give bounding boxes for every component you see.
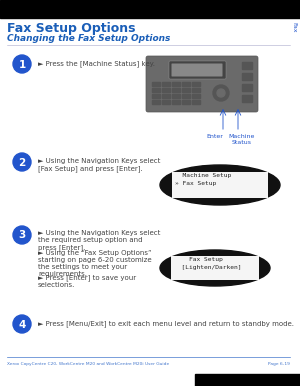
Circle shape <box>13 153 31 171</box>
Bar <box>152 88 160 92</box>
Bar <box>182 82 190 86</box>
Text: Fax Setup Options: Fax Setup Options <box>7 22 136 35</box>
Bar <box>182 100 190 104</box>
Bar <box>182 94 190 98</box>
Text: ► Using the Navigation Keys select
the required setup option and
press [Enter].: ► Using the Navigation Keys select the r… <box>38 230 160 251</box>
Text: ► Using the Navigation Keys select
[Fax Setup] and press [Enter].: ► Using the Navigation Keys select [Fax … <box>38 158 160 172</box>
Bar <box>172 82 180 86</box>
FancyBboxPatch shape <box>172 172 268 198</box>
Text: ► Using the “Fax Setup Options”
starting on page 6-20 customize
the settings to : ► Using the “Fax Setup Options” starting… <box>38 250 152 277</box>
Circle shape <box>217 89 225 97</box>
Bar <box>172 94 180 98</box>
Text: 4: 4 <box>18 320 26 330</box>
Bar <box>152 94 160 98</box>
Text: 3: 3 <box>18 230 26 240</box>
FancyBboxPatch shape <box>171 256 259 280</box>
Text: ► Press [Menu/Exit] to exit each menu level and return to standby mode.: ► Press [Menu/Exit] to exit each menu le… <box>38 320 294 327</box>
Bar <box>152 82 160 86</box>
Text: Changing the Fax Setup Options: Changing the Fax Setup Options <box>7 34 170 43</box>
Text: Fax Setup: Fax Setup <box>174 257 223 262</box>
Circle shape <box>13 226 31 244</box>
Text: 1: 1 <box>18 59 26 69</box>
Bar <box>172 88 180 92</box>
Bar <box>152 100 160 104</box>
Bar <box>182 88 190 92</box>
Bar <box>242 73 252 80</box>
FancyBboxPatch shape <box>172 64 223 76</box>
Text: » Fax Setup: » Fax Setup <box>175 181 216 186</box>
Text: Enter: Enter <box>207 134 224 139</box>
Bar <box>242 84 252 91</box>
Circle shape <box>13 315 31 333</box>
FancyBboxPatch shape <box>146 56 258 112</box>
Bar <box>192 82 200 86</box>
Text: Page 6-19: Page 6-19 <box>268 362 290 366</box>
Bar <box>195 374 300 386</box>
Bar <box>192 88 200 92</box>
Bar <box>242 62 252 69</box>
FancyBboxPatch shape <box>169 61 226 79</box>
Bar <box>192 94 200 98</box>
Text: ► Press [Enter] to save your
selections.: ► Press [Enter] to save your selections. <box>38 274 136 288</box>
Bar <box>162 94 170 98</box>
Text: Machine
Status: Machine Status <box>229 134 255 145</box>
Bar <box>192 100 200 104</box>
Bar <box>162 88 170 92</box>
Text: Xerox CopyCentre C20, WorkCentre M20 and WorkCentre M20i User Guide: Xerox CopyCentre C20, WorkCentre M20 and… <box>7 362 169 366</box>
Text: Machine Setup: Machine Setup <box>175 173 231 178</box>
Bar <box>242 95 252 102</box>
Bar <box>162 82 170 86</box>
Circle shape <box>13 55 31 73</box>
Ellipse shape <box>160 250 270 286</box>
Circle shape <box>213 85 229 101</box>
Bar <box>172 100 180 104</box>
Ellipse shape <box>160 165 280 205</box>
Text: ► Press the [Machine Status] key.: ► Press the [Machine Status] key. <box>38 60 155 67</box>
Text: Fax: Fax <box>292 22 296 33</box>
Bar <box>0 0 300 18</box>
Text: 2: 2 <box>18 157 26 168</box>
Text: [Lighten/Darken]: [Lighten/Darken] <box>174 265 242 270</box>
Bar <box>162 100 170 104</box>
